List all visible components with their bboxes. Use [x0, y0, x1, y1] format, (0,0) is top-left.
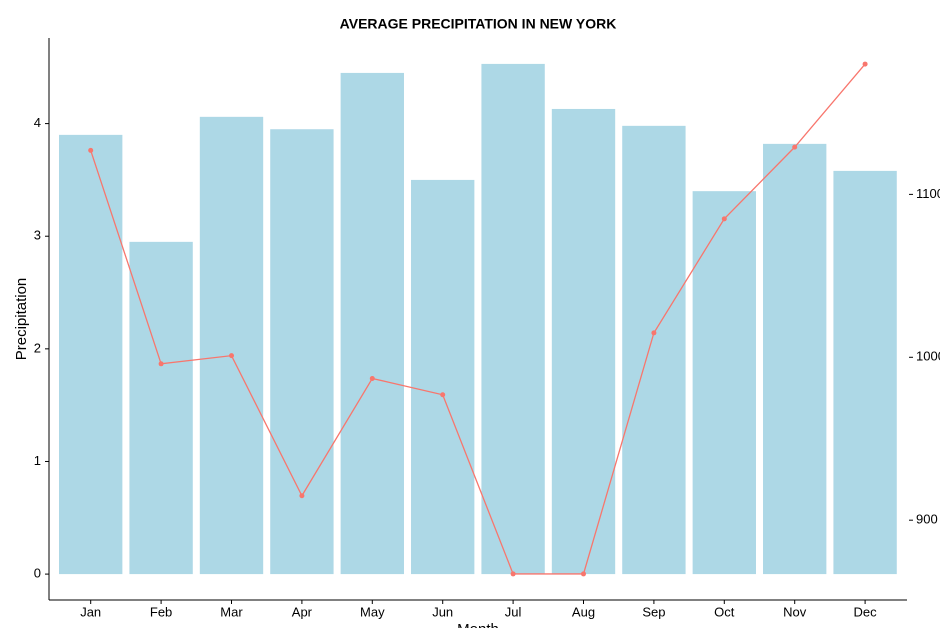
bar	[411, 179, 475, 575]
point	[229, 353, 234, 359]
point	[862, 61, 868, 67]
point	[440, 392, 446, 398]
y-tick-label: 1	[34, 453, 41, 468]
y-tick-label: 2	[34, 340, 41, 355]
y-tick-label: 0	[34, 566, 41, 581]
y-tick-label: 4	[34, 115, 41, 130]
point	[88, 147, 94, 153]
y2-tick-label: 1100	[916, 186, 940, 201]
point	[792, 144, 798, 150]
x-tick-label: Mar	[220, 604, 243, 619]
y-axis-title: Precipitation	[13, 278, 30, 361]
point	[510, 571, 516, 577]
x-tick-label: Jan	[80, 604, 101, 619]
y2-tick-label: 1000	[916, 349, 940, 364]
point	[721, 216, 727, 222]
y-tick-label: 3	[34, 228, 41, 243]
x-tick-label: Jun	[432, 604, 453, 619]
x-tick-label: Apr	[292, 604, 313, 619]
x-tick-label: Aug	[572, 604, 595, 619]
point	[158, 361, 164, 367]
bar	[763, 143, 827, 575]
bar	[551, 108, 616, 575]
x-tick-label: May	[360, 604, 385, 619]
bar	[270, 129, 334, 575]
x-tick-label: Oct	[714, 604, 735, 619]
bar	[59, 134, 123, 575]
x-tick-label: Sep	[642, 604, 665, 619]
x-tick-label: Feb	[150, 604, 172, 619]
point	[369, 375, 375, 381]
bar	[833, 170, 897, 575]
x-axis-title: Month	[457, 621, 499, 628]
x-tick-label: Nov	[783, 604, 807, 619]
x-tick-label: Jul	[505, 604, 522, 619]
point	[651, 330, 657, 336]
point	[299, 493, 305, 499]
bar	[199, 116, 264, 575]
bar	[481, 63, 545, 575]
bar	[622, 125, 686, 575]
y2-tick-label: 900	[916, 512, 938, 527]
bar	[340, 72, 404, 575]
x-tick-label: Dec	[854, 604, 878, 619]
point	[581, 571, 586, 577]
bar	[692, 191, 756, 575]
line	[90, 63, 866, 575]
bar	[129, 241, 193, 575]
chart-title: AVERAGE PRECIPITATION IN NEW YORK	[340, 16, 617, 32]
